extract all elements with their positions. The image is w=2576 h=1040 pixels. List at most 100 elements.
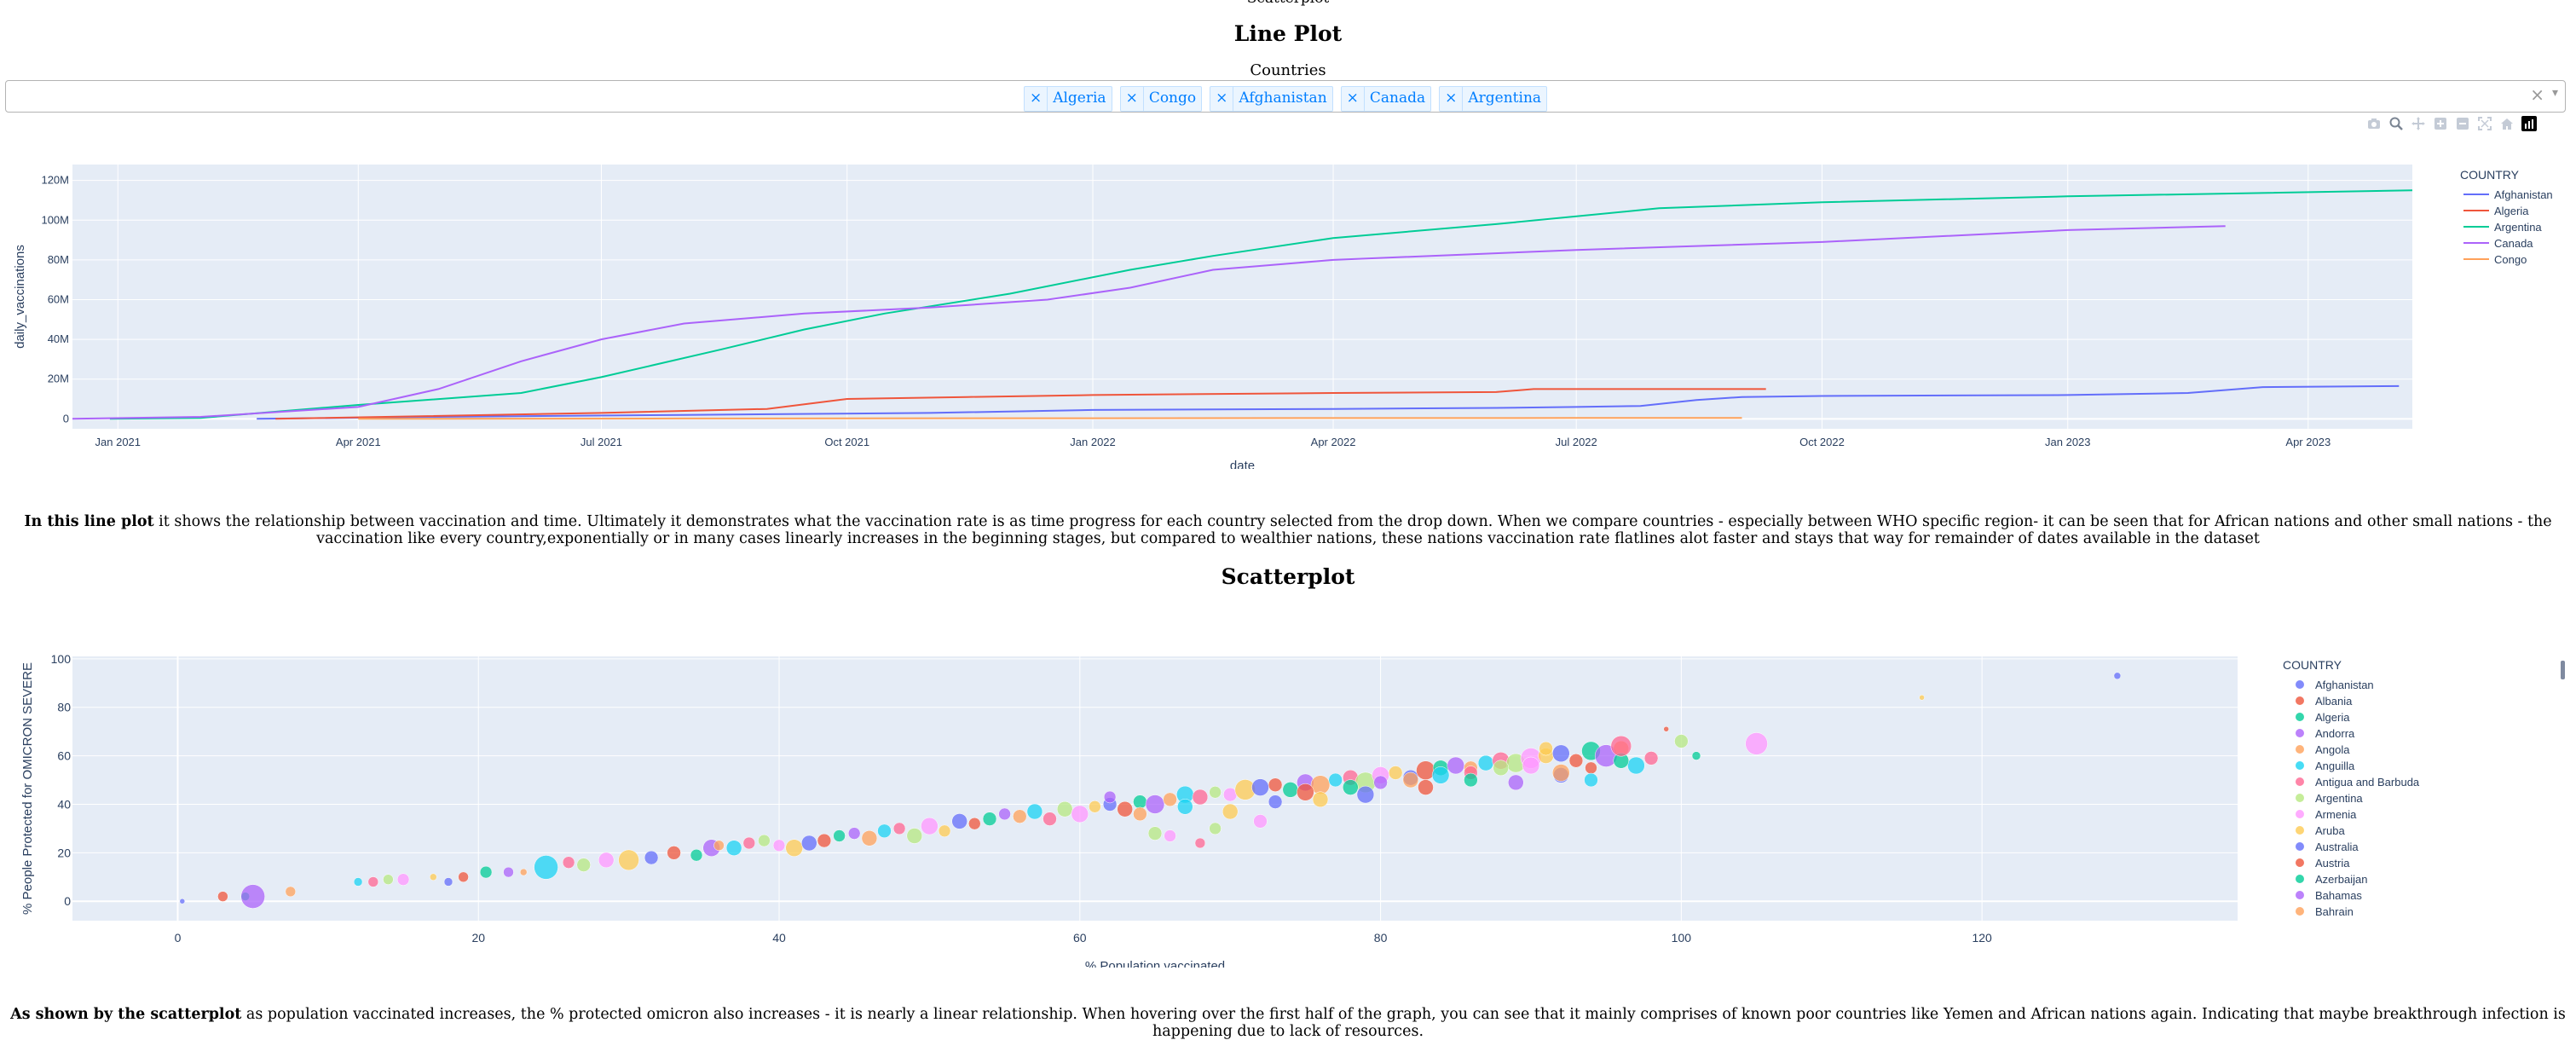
scatter-point[interactable] [982,812,997,826]
scatter-point[interactable] [562,856,575,869]
autoscale-icon[interactable] [2477,116,2492,131]
zoom-in-icon[interactable] [2433,116,2448,131]
scatter-chart[interactable]: 0 20 40 60 80 100 120 0 20 40 60 80 100 % Population … [0,644,2576,968]
scatter-point[interactable] [801,835,817,852]
scatter-point[interactable] [1194,837,1206,849]
scatter-point[interactable] [938,824,951,838]
series-line-afghanistan[interactable] [257,384,2400,420]
zoom-out-icon[interactable] [2455,116,2470,131]
scatter-point[interactable] [1222,803,1239,820]
scatter-point[interactable] [1539,741,1553,756]
scatter-point[interactable] [1373,775,1388,790]
scatter-point[interactable] [861,830,878,846]
scatter-point[interactable] [1133,794,1147,809]
scatter-point[interactable] [1026,803,1043,820]
legend-item[interactable]: Azerbaijan [2315,873,2367,886]
scatter-point[interactable] [1056,800,1073,818]
scatter-point[interactable] [1163,792,1177,807]
scatter-point[interactable] [1745,732,1768,755]
scatter-point[interactable] [1447,756,1465,775]
legend-swatch[interactable] [2296,729,2304,737]
legend-swatch[interactable] [2296,907,2304,916]
series-line-canada[interactable] [72,225,2226,420]
legend-item[interactable]: Australia [2315,841,2359,853]
scatter-point[interactable] [458,871,469,883]
scatter-point[interactable] [690,848,703,862]
country-chip[interactable]: × Congo [1119,86,1203,112]
country-chip[interactable]: × Algeria [1023,86,1112,112]
scatter-point[interactable] [179,898,186,904]
legend-item[interactable]: Algeria [2315,711,2350,724]
scatter-point[interactable] [1691,751,1701,760]
legend-item[interactable]: Afghanistan [2315,679,2374,691]
scatter-point[interactable] [725,840,742,856]
reset-axes-icon[interactable] [2499,116,2515,131]
scatter-point[interactable] [1251,778,1269,796]
scatter-point[interactable] [430,873,437,881]
scatter-point[interactable] [892,822,906,835]
scatter-point[interactable] [367,876,379,887]
scatter-point[interactable] [1522,756,1540,775]
legend-scrollbar[interactable] [2561,661,2565,679]
legend-item[interactable]: Congo [2494,253,2527,266]
scatter-point[interactable] [644,850,659,865]
scatter-point[interactable] [1585,761,1597,775]
scatter-point[interactable] [742,836,756,850]
scatter-point[interactable] [1253,814,1268,829]
scatter-point[interactable] [921,817,939,835]
legend-swatch[interactable] [2296,696,2304,705]
remove-chip-icon[interactable]: × [1121,87,1144,111]
country-chip[interactable]: × Argentina [1439,86,1548,112]
scatter-point[interactable] [217,891,228,902]
legend-item[interactable]: Andorra [2315,727,2355,740]
scatter-point[interactable] [1552,764,1570,782]
scatter-point[interactable] [1268,794,1283,809]
scatter-point[interactable] [1147,826,1163,841]
scatter-point[interactable] [1312,791,1329,808]
scatter-point[interactable] [2113,672,2122,680]
legend-swatch[interactable] [2296,745,2304,754]
scatter-point[interactable] [667,846,681,860]
scatter-point[interactable] [968,817,981,830]
scatter-point[interactable] [1919,695,1925,701]
scatter-point[interactable] [1103,790,1117,804]
scatter-point[interactable] [1402,771,1419,789]
remove-chip-icon[interactable]: × [1440,87,1464,111]
scatter-point[interactable] [1209,822,1222,835]
series-line-argentina[interactable] [109,189,2413,420]
scatter-point[interactable] [534,855,558,880]
remove-chip-icon[interactable]: × [1025,87,1048,111]
legend-item[interactable]: Austria [2315,857,2350,870]
legend-item[interactable]: Bahrain [2315,905,2354,918]
scatter-point[interactable] [1268,777,1283,792]
legend-swatch[interactable] [2296,891,2304,899]
scatter-point[interactable] [1117,800,1133,818]
scatter-point[interactable] [1508,774,1524,791]
pan-icon[interactable] [2411,116,2426,131]
legend-swatch[interactable] [2296,761,2304,770]
scatter-point[interactable] [1177,799,1193,815]
scatter-point[interactable] [285,886,297,898]
scatter-point[interactable] [1282,782,1299,798]
legend-item[interactable]: Algeria [2494,205,2529,217]
legend-item[interactable]: Argentina [2494,221,2542,234]
scatter-point[interactable] [1297,783,1314,801]
scatter-point[interactable] [598,852,615,869]
scatter-point[interactable] [1071,805,1089,823]
scatter-point[interactable] [1493,760,1509,777]
series-line-congo[interactable] [358,417,1742,420]
country-chip[interactable]: × Canada [1340,86,1432,112]
scatter-point[interactable] [1627,756,1645,775]
scatter-point[interactable] [906,828,923,844]
zoom-icon[interactable] [2388,116,2404,131]
legend-item[interactable]: Albania [2315,695,2353,708]
scatter-point[interactable] [847,827,861,840]
scatter-point[interactable] [519,868,528,876]
legend-item[interactable]: Angola [2315,743,2350,756]
scatter-point[interactable] [1043,812,1057,826]
scatter-point[interactable] [479,865,493,879]
scatter-point[interactable] [1388,766,1403,780]
scatter-point[interactable] [1584,772,1598,788]
clear-all-icon[interactable]: × [2530,84,2544,105]
legend-item[interactable]: Bahamas [2315,889,2362,902]
